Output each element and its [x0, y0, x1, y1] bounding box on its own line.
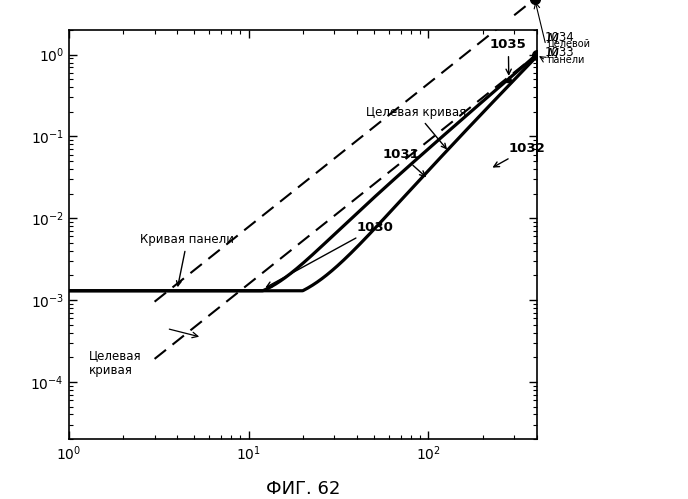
Text: Целевая кривая: Целевая кривая	[365, 105, 466, 148]
Text: 1030: 1030	[267, 221, 394, 287]
Text: 1033: 1033	[544, 46, 574, 59]
Text: ФИГ. 62: ФИГ. 62	[266, 480, 340, 498]
Text: Кривая панели: Кривая панели	[140, 233, 235, 286]
Text: Целевая
кривая: Целевая кривая	[89, 349, 142, 377]
Text: 1032: 1032	[494, 142, 546, 167]
Text: 1034: 1034	[544, 31, 574, 44]
Text: панели: панели	[548, 55, 585, 65]
Text: 1031: 1031	[382, 148, 425, 176]
Text: 1035: 1035	[490, 38, 527, 74]
Text: целевой: целевой	[548, 38, 590, 48]
Text: $M$: $M$	[546, 46, 559, 60]
Text: $M$: $M$	[546, 31, 559, 45]
